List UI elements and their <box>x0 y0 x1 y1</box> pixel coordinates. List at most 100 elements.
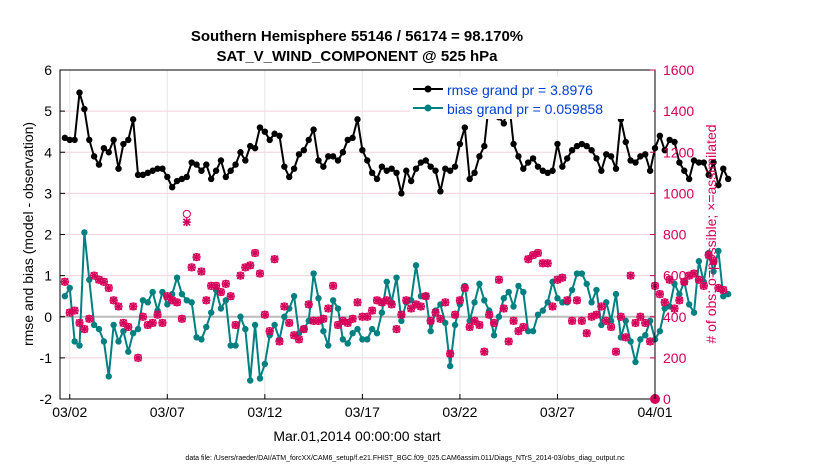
bias-point <box>495 313 503 320</box>
obs-assimilated-marker <box>153 310 162 319</box>
x-tick-label: 03/07 <box>150 404 185 420</box>
obs-possible-marker <box>455 296 465 305</box>
obs-assimilated-marker <box>392 325 401 334</box>
rmse-point <box>573 142 581 150</box>
rmse-point <box>685 175 693 183</box>
obs-assimilated-marker <box>451 310 460 319</box>
obs-assimilated-marker <box>304 300 313 309</box>
obs-possible-marker <box>689 269 699 278</box>
rmse-point <box>217 157 225 164</box>
obs-possible-marker <box>465 322 474 332</box>
obs-assimilated-marker <box>353 298 362 307</box>
rmse-point <box>568 146 576 154</box>
rmse-point <box>642 151 649 158</box>
rmse-point <box>266 136 273 144</box>
bias-point <box>207 309 215 316</box>
obs-assimilated-marker <box>626 271 635 280</box>
obs-possible-marker <box>665 275 674 284</box>
obs-possible-marker <box>216 287 226 297</box>
obs-possible-marker <box>441 298 450 307</box>
obs-assimilated-marker <box>99 277 108 286</box>
obs-possible-marker <box>592 310 601 319</box>
obs-assimilated-marker <box>265 327 274 336</box>
obs-possible-marker <box>416 302 426 311</box>
bias-point <box>125 348 132 355</box>
obs-possible-marker <box>475 320 484 330</box>
bias-point <box>90 321 98 329</box>
obs-assimilated-marker <box>290 331 299 340</box>
rmse-point <box>242 157 249 164</box>
obs-possible-marker <box>348 314 357 323</box>
obs-possible-marker <box>446 349 455 358</box>
rmse-point <box>129 116 137 123</box>
rmse-point <box>398 190 405 197</box>
obs-possible-marker <box>250 248 260 258</box>
rmse-point <box>632 159 639 166</box>
obs-possible-marker <box>168 296 177 305</box>
bias-point <box>529 327 537 335</box>
bias-point <box>310 270 317 277</box>
rmse-point <box>310 126 317 133</box>
rmse-point <box>183 173 191 181</box>
bias-point <box>364 336 371 343</box>
obs-possible-marker <box>353 298 362 307</box>
bias-point <box>383 278 390 285</box>
obs-possible-marker <box>241 263 250 272</box>
rmse-point <box>164 173 171 181</box>
rmse-point <box>656 132 664 139</box>
rmse-point <box>417 159 425 166</box>
obs-assimilated-marker <box>660 298 669 307</box>
obs-assimilated-marker <box>646 337 655 346</box>
obs-assimilated-marker <box>246 261 255 270</box>
rmse-point <box>510 140 517 148</box>
obs-possible-marker <box>333 320 343 330</box>
bias-point <box>661 305 668 312</box>
obs-assimilated-marker <box>158 318 167 327</box>
obs-possible-marker <box>231 320 240 330</box>
obs-assimilated-marker <box>509 316 518 325</box>
rmse-point <box>481 142 488 150</box>
obs-possible-marker <box>699 281 708 291</box>
bias-point <box>349 330 356 337</box>
obs-possible-marker <box>260 310 269 319</box>
rmse-point <box>325 153 332 160</box>
rmse-point <box>427 163 434 170</box>
rmse-point <box>524 159 532 166</box>
rmse-point <box>159 165 166 172</box>
obs-assimilated-marker <box>299 325 308 334</box>
bias-point <box>325 342 332 349</box>
bias-point <box>61 292 69 300</box>
obs-assimilated-marker <box>655 290 664 299</box>
bias-point <box>227 342 234 349</box>
rmse-point <box>544 169 551 177</box>
obs-possible-marker <box>577 316 586 325</box>
bias-point <box>393 274 400 281</box>
obs-assimilated-marker <box>504 337 513 346</box>
bias-point <box>320 327 327 335</box>
rmse-point <box>715 181 722 189</box>
obs-possible-marker <box>480 347 489 356</box>
rmse-point <box>500 120 508 127</box>
obs-possible-marker <box>280 302 289 311</box>
obs-possible-marker <box>85 314 94 323</box>
rmse-point <box>66 136 73 144</box>
obs-assimilated-marker <box>129 302 138 311</box>
rmse-point <box>71 136 78 144</box>
rmse-point <box>251 144 259 152</box>
obs-possible-marker <box>324 304 333 313</box>
bias-point <box>412 262 420 269</box>
obs-possible-marker <box>270 255 279 264</box>
rmse-point <box>603 151 610 158</box>
rmse-point <box>110 136 117 144</box>
obs-possible-marker <box>411 300 421 309</box>
rmse-point <box>237 149 244 156</box>
rmse-point <box>61 134 69 142</box>
obs-possible-marker <box>177 314 187 323</box>
obs-possible-marker <box>70 306 79 315</box>
rmse-point <box>125 136 132 144</box>
obs-possible-marker <box>421 292 430 301</box>
rmse-point <box>627 157 634 164</box>
obs-possible-marker <box>172 298 182 307</box>
obs-possible-marker <box>514 327 523 336</box>
